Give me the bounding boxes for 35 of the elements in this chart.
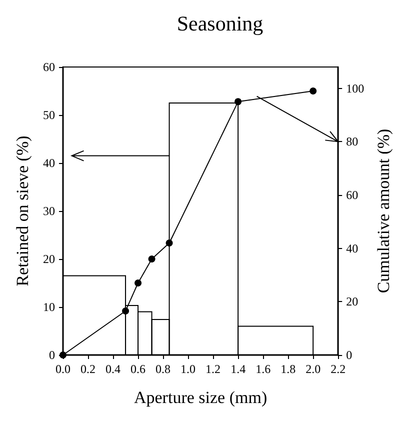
point xyxy=(122,308,130,314)
point xyxy=(134,280,142,286)
y-tick-label: 60 xyxy=(43,60,55,74)
y-tick-label: 50 xyxy=(43,108,55,122)
x-tick-label: 1.2 xyxy=(206,362,221,376)
x-tick-label: 1.8 xyxy=(280,362,296,376)
x-tick-label: 0.0 xyxy=(56,362,70,376)
x-tick-label: 1.0 xyxy=(180,362,196,376)
point xyxy=(234,98,242,106)
y2-tick-label: 60 xyxy=(346,188,358,202)
x-axis-title: Aperture size (mm) xyxy=(134,388,268,407)
y-tick-label: 10 xyxy=(43,300,55,314)
y-tick-label: 0 xyxy=(49,348,55,362)
x-tick-label: 0.2 xyxy=(80,362,96,376)
y-tick-label: 20 xyxy=(43,252,55,266)
point xyxy=(166,240,173,246)
y2-tick-label: 100 xyxy=(346,81,364,96)
y2-tick-label: 40 xyxy=(346,241,358,256)
y2-tick-label: 20 xyxy=(346,294,358,309)
y2-tick-label: 0 xyxy=(346,348,352,362)
point xyxy=(148,256,156,262)
x-tick-label: 1.4 xyxy=(230,362,246,376)
x-tick-label: 0.6 xyxy=(130,362,146,376)
x-tick-label: 1.6 xyxy=(256,362,271,376)
y-axis-title: Retained on sieve (%) xyxy=(13,136,32,286)
point xyxy=(310,88,317,94)
chart-title: Seasoning xyxy=(176,12,264,36)
y-tick-label: 40 xyxy=(43,156,55,170)
y2-axis-title: Cumulative amount (%) xyxy=(374,128,393,294)
x-tick-label: 2.2 xyxy=(330,362,346,376)
x-tick-label: 0.4 xyxy=(106,362,121,376)
x-tick-label: 2.0 xyxy=(306,362,321,376)
x-tick-label: 0.8 xyxy=(156,362,171,376)
y2-tick-label: 80 xyxy=(346,134,358,149)
y-tick-label: 30 xyxy=(43,204,55,218)
